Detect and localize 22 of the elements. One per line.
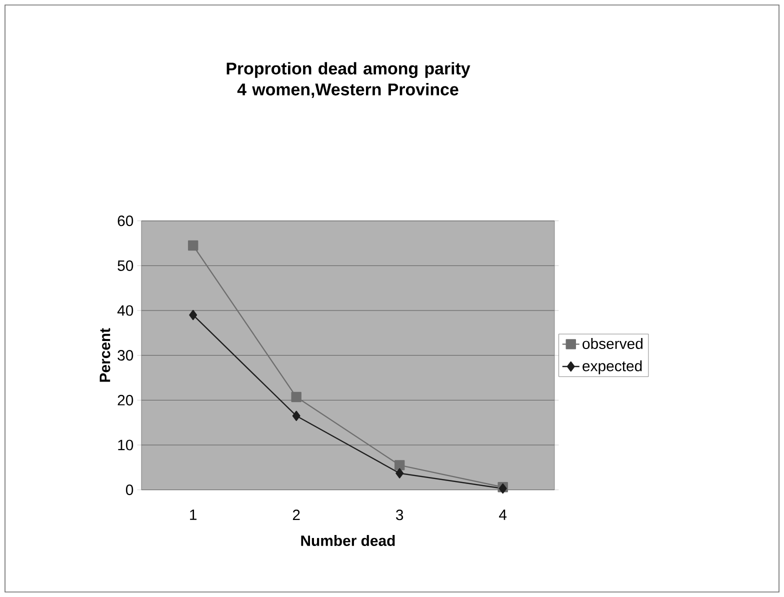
point <box>188 240 198 251</box>
y-tick-label: 30 <box>118 350 134 361</box>
point <box>394 460 405 470</box>
x-tick-label: 3 <box>396 510 404 520</box>
y-tick-label: 50 <box>118 260 134 271</box>
y-tick-label: 60 <box>118 216 134 226</box>
y-tick-label: 40 <box>117 305 134 316</box>
point <box>291 392 302 402</box>
point <box>292 410 300 421</box>
point <box>396 468 404 478</box>
y-tick-label: 20 <box>118 394 134 406</box>
x-axis-title: Number dead <box>301 535 395 546</box>
y-tick-label: 10 <box>118 440 134 450</box>
x-tick-label: 1 <box>190 510 197 520</box>
chart-title: Proprotion dead among parity 4 women,Western Province <box>226 62 470 98</box>
x-tick-label: 2 <box>292 510 300 520</box>
legend-label: expected <box>582 360 642 374</box>
legend-label: observed <box>582 338 642 349</box>
point <box>189 310 198 320</box>
y-axis-title: Percent <box>100 328 110 382</box>
y-tick-label: 0 <box>126 484 134 496</box>
x-tick-label: 4 <box>499 510 507 520</box>
